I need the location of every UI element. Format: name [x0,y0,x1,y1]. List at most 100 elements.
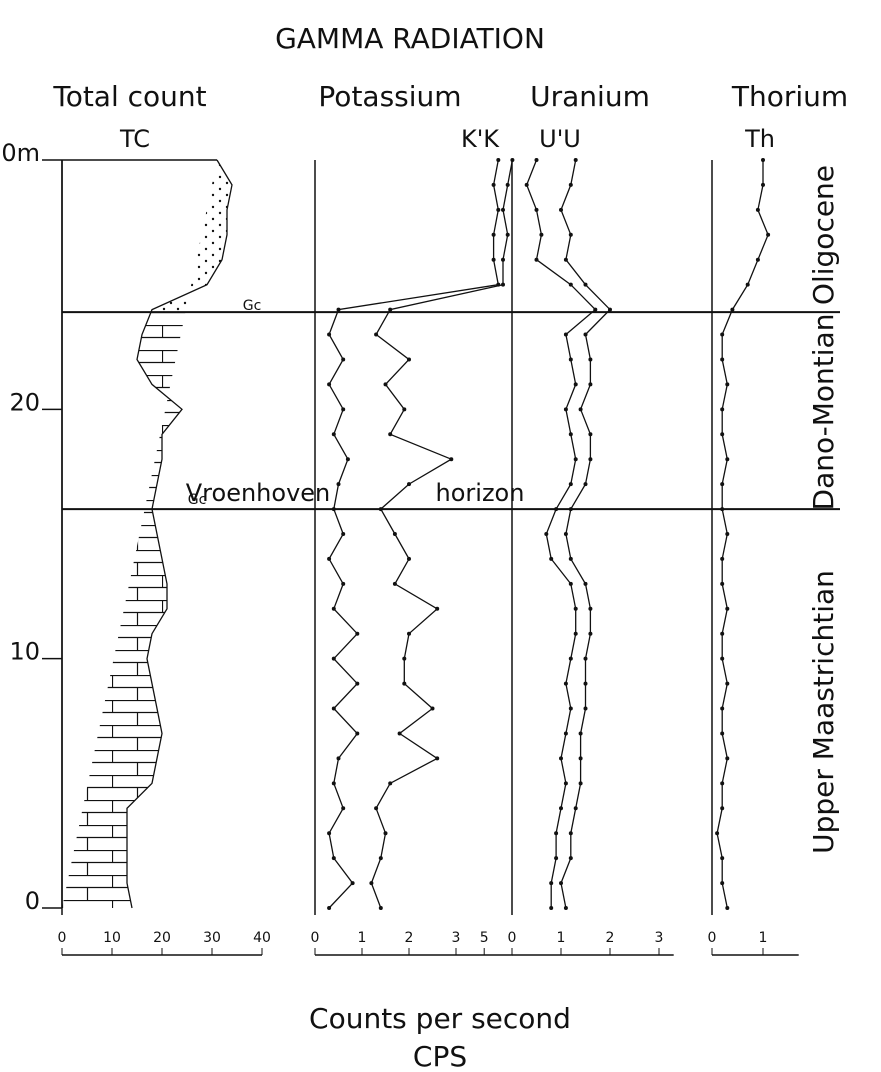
log-point [378,856,383,861]
x-axis-label: Counts per second [309,1002,571,1035]
panel-abbreviation: TC [119,125,150,153]
log-point [720,407,725,412]
log-point [388,307,393,312]
log-point [331,706,336,711]
log-point [573,382,578,387]
log-point [568,706,573,711]
log-point [501,207,505,212]
log-point [725,532,730,536]
log-point [388,432,393,437]
log-point [583,282,588,287]
log-point [720,856,725,861]
x-tick-label: 30 [203,930,221,946]
log-point [568,856,573,861]
log-point [720,806,725,811]
sand [62,160,232,313]
panel-title: Thorium [731,80,848,113]
panel-abbreviation: U'U [539,125,581,153]
y-tick-label: 0 [25,887,40,915]
log-point [374,806,379,811]
x-tick-label: 0 [508,930,517,946]
log-point [563,332,568,337]
log-line [370,159,514,909]
log-point [573,806,578,811]
log-point [435,606,440,611]
log-point [568,357,573,362]
log-point [524,182,529,187]
log-point [588,432,593,437]
log-point [761,182,765,187]
log-point [563,731,568,736]
x-tick-label: 5 [480,930,489,946]
log-point [588,357,593,362]
log-point [402,656,407,661]
log-point [578,781,583,786]
log-point [568,232,573,237]
log-point [388,781,393,786]
log-point [383,382,388,387]
x-tick-label: 2 [606,930,615,946]
log-point [407,556,411,561]
log-point [559,806,563,811]
log-point [435,756,440,761]
x-tick-label: 0 [58,930,67,946]
log-point [573,606,578,611]
log-point [588,382,593,387]
log-point [378,906,383,910]
stage-label: Oligocene [807,165,840,305]
log-point [554,856,559,861]
log-point [331,606,336,611]
log-point [725,906,730,910]
limestone [62,312,232,908]
lithology-fill [62,160,232,908]
x-axis-unit: CPS [413,1040,467,1072]
log-point [355,681,360,686]
annotation: horizon [436,479,525,507]
log-point [336,307,341,312]
panel-title: Total count [52,80,206,113]
log-point [568,656,573,661]
log-point [491,257,496,262]
log-line [526,159,597,908]
log-point [766,232,771,237]
log-point [563,906,568,910]
log-point [336,756,341,761]
log-point [505,182,510,187]
log-point [568,282,573,287]
log-point [720,482,725,487]
log-point [341,532,346,536]
log-line [716,160,769,909]
x-tick-label: 20 [153,930,171,946]
log-point [720,881,725,886]
log-point [407,482,411,487]
log-point [715,831,720,836]
log-point [563,781,568,786]
log-point [501,257,505,262]
log-point [491,182,496,187]
log-point [496,158,501,162]
log-point [331,781,336,786]
x-tick-label: 3 [452,930,461,946]
log-point [327,831,332,836]
log-point [755,257,760,262]
log-line [560,159,611,909]
log-point [534,158,539,162]
log-point [588,631,593,636]
log-point [392,532,397,536]
stage-label: Upper Maastrichtian [807,570,840,854]
log-line [126,159,233,909]
panel-title: Uranium [530,80,650,113]
log-point [578,731,583,736]
log-point [573,631,578,636]
log-point [568,556,573,561]
log-point [331,432,336,437]
x-tick-label: 10 [103,930,121,946]
log-point [397,731,402,736]
log-point [341,357,346,362]
log-point [559,881,563,886]
log-point [374,332,379,337]
x-tick-label: 0 [708,930,717,946]
log-point [720,631,725,636]
log-point [392,581,397,586]
